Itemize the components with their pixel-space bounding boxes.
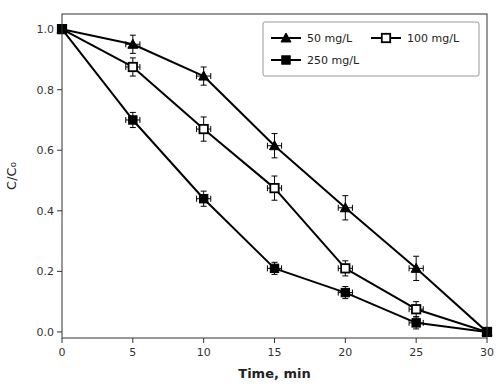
y-tick-label: 0.8 (37, 84, 55, 97)
plot-background (62, 14, 487, 338)
data-point (199, 125, 207, 133)
y-tick-label: 1.0 (37, 23, 55, 36)
data-point (129, 63, 137, 71)
x-tick (203, 338, 204, 343)
y-tick (57, 331, 62, 332)
y-tick-label: 0.2 (37, 265, 55, 278)
x-tick (132, 338, 133, 343)
x-tick (345, 338, 346, 343)
x-tick (62, 338, 63, 343)
x-tick-label: 10 (197, 346, 211, 359)
legend-marker (382, 34, 390, 42)
data-point (412, 319, 420, 327)
y-tick-label: 0.4 (37, 205, 55, 218)
legend-marker (281, 33, 291, 42)
x-tick-label: 20 (338, 346, 352, 359)
y-axis-label: C/C₀ (4, 162, 19, 190)
x-tick-label: 15 (268, 346, 282, 359)
legend-label: 250 mg/L (307, 54, 360, 67)
x-tick (416, 338, 417, 343)
chart: 0 5 10 15 20 25 30 0.0 0.2 0.4 0.6 0.8 1.0 Time, min C… (0, 0, 501, 390)
data-point (341, 264, 349, 272)
data-point (199, 195, 207, 203)
x-tick-label: 30 (480, 346, 494, 359)
data-point (340, 203, 350, 212)
y-tick-label: 0.6 (37, 144, 55, 157)
data-point (411, 263, 421, 272)
y-tick (57, 89, 62, 90)
data-point (129, 116, 137, 124)
data-point (412, 305, 420, 313)
data-point (341, 288, 349, 296)
y-tick (57, 150, 62, 151)
data-point (270, 184, 278, 192)
data-point (128, 39, 138, 48)
x-tick-label: 0 (59, 346, 66, 359)
y-tick (57, 271, 62, 272)
x-axis-label: Time, min (238, 366, 310, 381)
plot-frame (62, 14, 487, 338)
data-point (270, 141, 280, 150)
legend-box (263, 22, 479, 76)
x-tick-label: 25 (409, 346, 423, 359)
x-tick (274, 338, 275, 343)
legend-label: 50 mg/L (307, 32, 353, 45)
legend: 50 mg/L 100 mg/L 250 mg/L (263, 22, 479, 76)
legend-marker (282, 56, 290, 64)
y-tick-label: 0.0 (37, 326, 55, 339)
x-tick (487, 338, 488, 343)
x-tick-label: 5 (129, 346, 136, 359)
data-point (199, 71, 209, 80)
y-tick (57, 210, 62, 211)
legend-label: 100 mg/L (407, 32, 460, 45)
data-point (270, 264, 278, 272)
